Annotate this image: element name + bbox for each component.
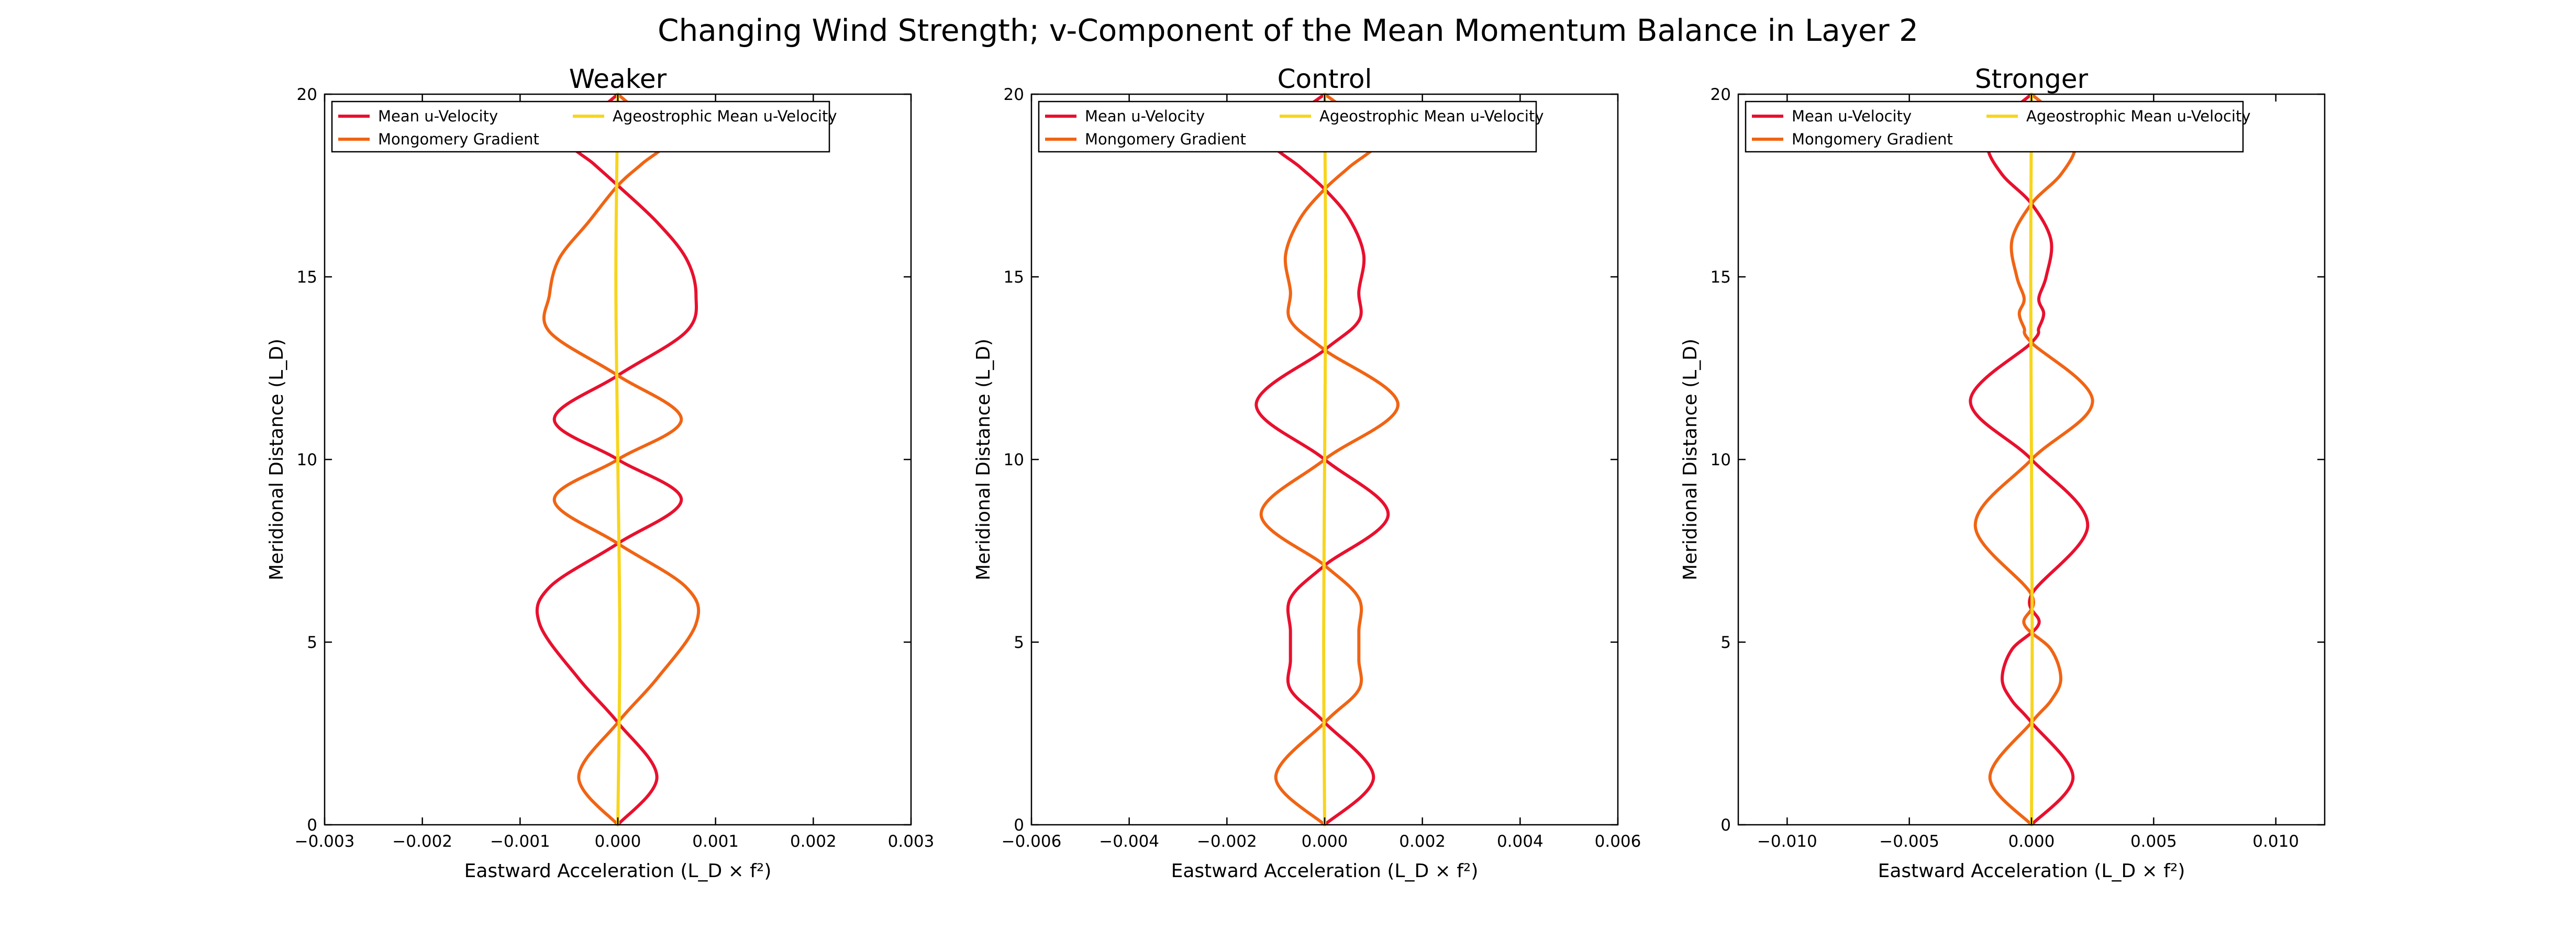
x-tick-label: 0.001	[692, 832, 739, 851]
x-tick-label: 0.003	[888, 832, 935, 851]
y-axis-label: Meridional Distance (L_D)	[973, 339, 994, 580]
x-tick-label: −0.002	[1197, 832, 1257, 851]
series-line-mean-u-velocity	[1254, 93, 1390, 826]
panel-title: Weaker	[569, 64, 667, 94]
y-tick-label: 15	[1004, 268, 1024, 287]
x-tick-label: −0.005	[1879, 832, 1939, 851]
x-tick-label: −0.006	[1002, 832, 1062, 851]
figure-suptitle: Changing Wind Strength; v-Component of t…	[658, 13, 1918, 48]
legend-box	[1038, 100, 1537, 153]
y-tick-label: 20	[297, 85, 317, 104]
x-axis-label: Eastward Acceleration (L_D × f²)	[1878, 860, 2185, 882]
series-line-ageostrophic-mean-u-velocity	[2029, 93, 2034, 826]
y-tick-label: 5	[1720, 633, 1731, 652]
legend-entry-label: Ageostrophic Mean u-Velocity	[613, 107, 837, 125]
y-tick-label: 0	[1720, 816, 1731, 835]
legend-box	[1745, 100, 2244, 153]
series-line-ageostrophic-mean-u-velocity	[1322, 93, 1327, 826]
x-tick-label: 0.006	[1595, 832, 1641, 851]
y-tick-label: 10	[1711, 451, 1731, 469]
x-tick-label: 0.002	[790, 832, 837, 851]
legend: Mean u-Velocity Mongomery Gradient Ageostr…	[331, 100, 837, 153]
y-tick-label: 20	[1711, 85, 1731, 104]
panel-stronger: −0.010 −0.005 0.000 0.005 0.010 0 5 10 15 20 Stron…	[1680, 64, 2326, 882]
legend-entry-label: Ageostrophic Mean u-Velocity	[2026, 107, 2251, 125]
x-tick-label: 0.002	[1399, 832, 1446, 851]
x-tick-label: 0.004	[1497, 832, 1544, 851]
panel-title: Control	[1278, 64, 1372, 94]
x-tick-label: 0.000	[1302, 832, 1348, 851]
legend-entry-label: Mongomery Gradient	[1792, 130, 1953, 148]
series-line-mean-u-velocity	[1969, 93, 2090, 826]
x-tick-label: 0.005	[2130, 832, 2177, 851]
legend-entry-label: Mean u-Velocity	[378, 107, 498, 125]
legend: Mean u-Velocity Mongomery Gradient Ageostr…	[1745, 100, 2251, 153]
x-tick-label: −0.010	[1757, 832, 1817, 851]
panel-weaker: −0.003 −0.002 −0.001 0.000 0.001 0.002 0.003 0 5…	[266, 64, 934, 882]
legend: Mean u-Velocity Mongomery Gradient Ageostr…	[1038, 100, 1544, 153]
x-tick-label: 0.000	[2008, 832, 2055, 851]
y-tick-label: 10	[1004, 451, 1024, 469]
y-tick-label: 10	[297, 451, 317, 469]
panel-title: Stronger	[1975, 64, 2089, 94]
y-tick-label: 0	[1014, 816, 1024, 835]
y-tick-label: 5	[307, 633, 317, 652]
x-tick-label: −0.001	[490, 832, 550, 851]
legend-entry-label: Mean u-Velocity	[1085, 107, 1205, 125]
series-line-montgomery-gradient	[1973, 93, 2094, 826]
y-axis-label: Meridional Distance (L_D)	[266, 339, 287, 580]
x-axis-label: Eastward Acceleration (L_D × f²)	[1171, 860, 1479, 882]
legend-entry-label: Ageostrophic Mean u-Velocity	[1319, 107, 1544, 125]
panel-control: −0.006 −0.004 −0.002 0.000 0.002 0.004 0.006 0 5…	[973, 64, 1641, 882]
series-line-montgomery-gradient	[1259, 93, 1400, 826]
legend-entry-label: Mean u-Velocity	[1792, 107, 1912, 125]
y-tick-label: 0	[307, 816, 317, 835]
y-tick-label: 15	[1711, 268, 1731, 287]
x-tick-label: −0.002	[392, 832, 452, 851]
legend-entry-label: Mongomery Gradient	[1085, 130, 1246, 148]
legend-entry-label: Mongomery Gradient	[378, 130, 539, 148]
series-line-montgomery-gradient	[542, 93, 701, 826]
series-line-ageostrophic-mean-u-velocity	[614, 93, 621, 826]
y-axis-label: Meridional Distance (L_D)	[1680, 339, 1701, 580]
y-tick-label: 20	[1004, 85, 1024, 104]
panels: −0.003 −0.002 −0.001 0.000 0.001 0.002 0.003 0 5…	[266, 64, 2326, 882]
y-tick-label: 5	[1014, 633, 1024, 652]
x-axis-label: Eastward Acceleration (L_D × f²)	[464, 860, 772, 882]
x-tick-label: −0.003	[295, 832, 355, 851]
x-tick-label: 0.010	[2252, 832, 2299, 851]
y-tick-label: 15	[297, 268, 317, 287]
legend-box	[331, 100, 830, 153]
x-tick-label: −0.004	[1099, 832, 1159, 851]
x-tick-label: 0.000	[595, 832, 641, 851]
